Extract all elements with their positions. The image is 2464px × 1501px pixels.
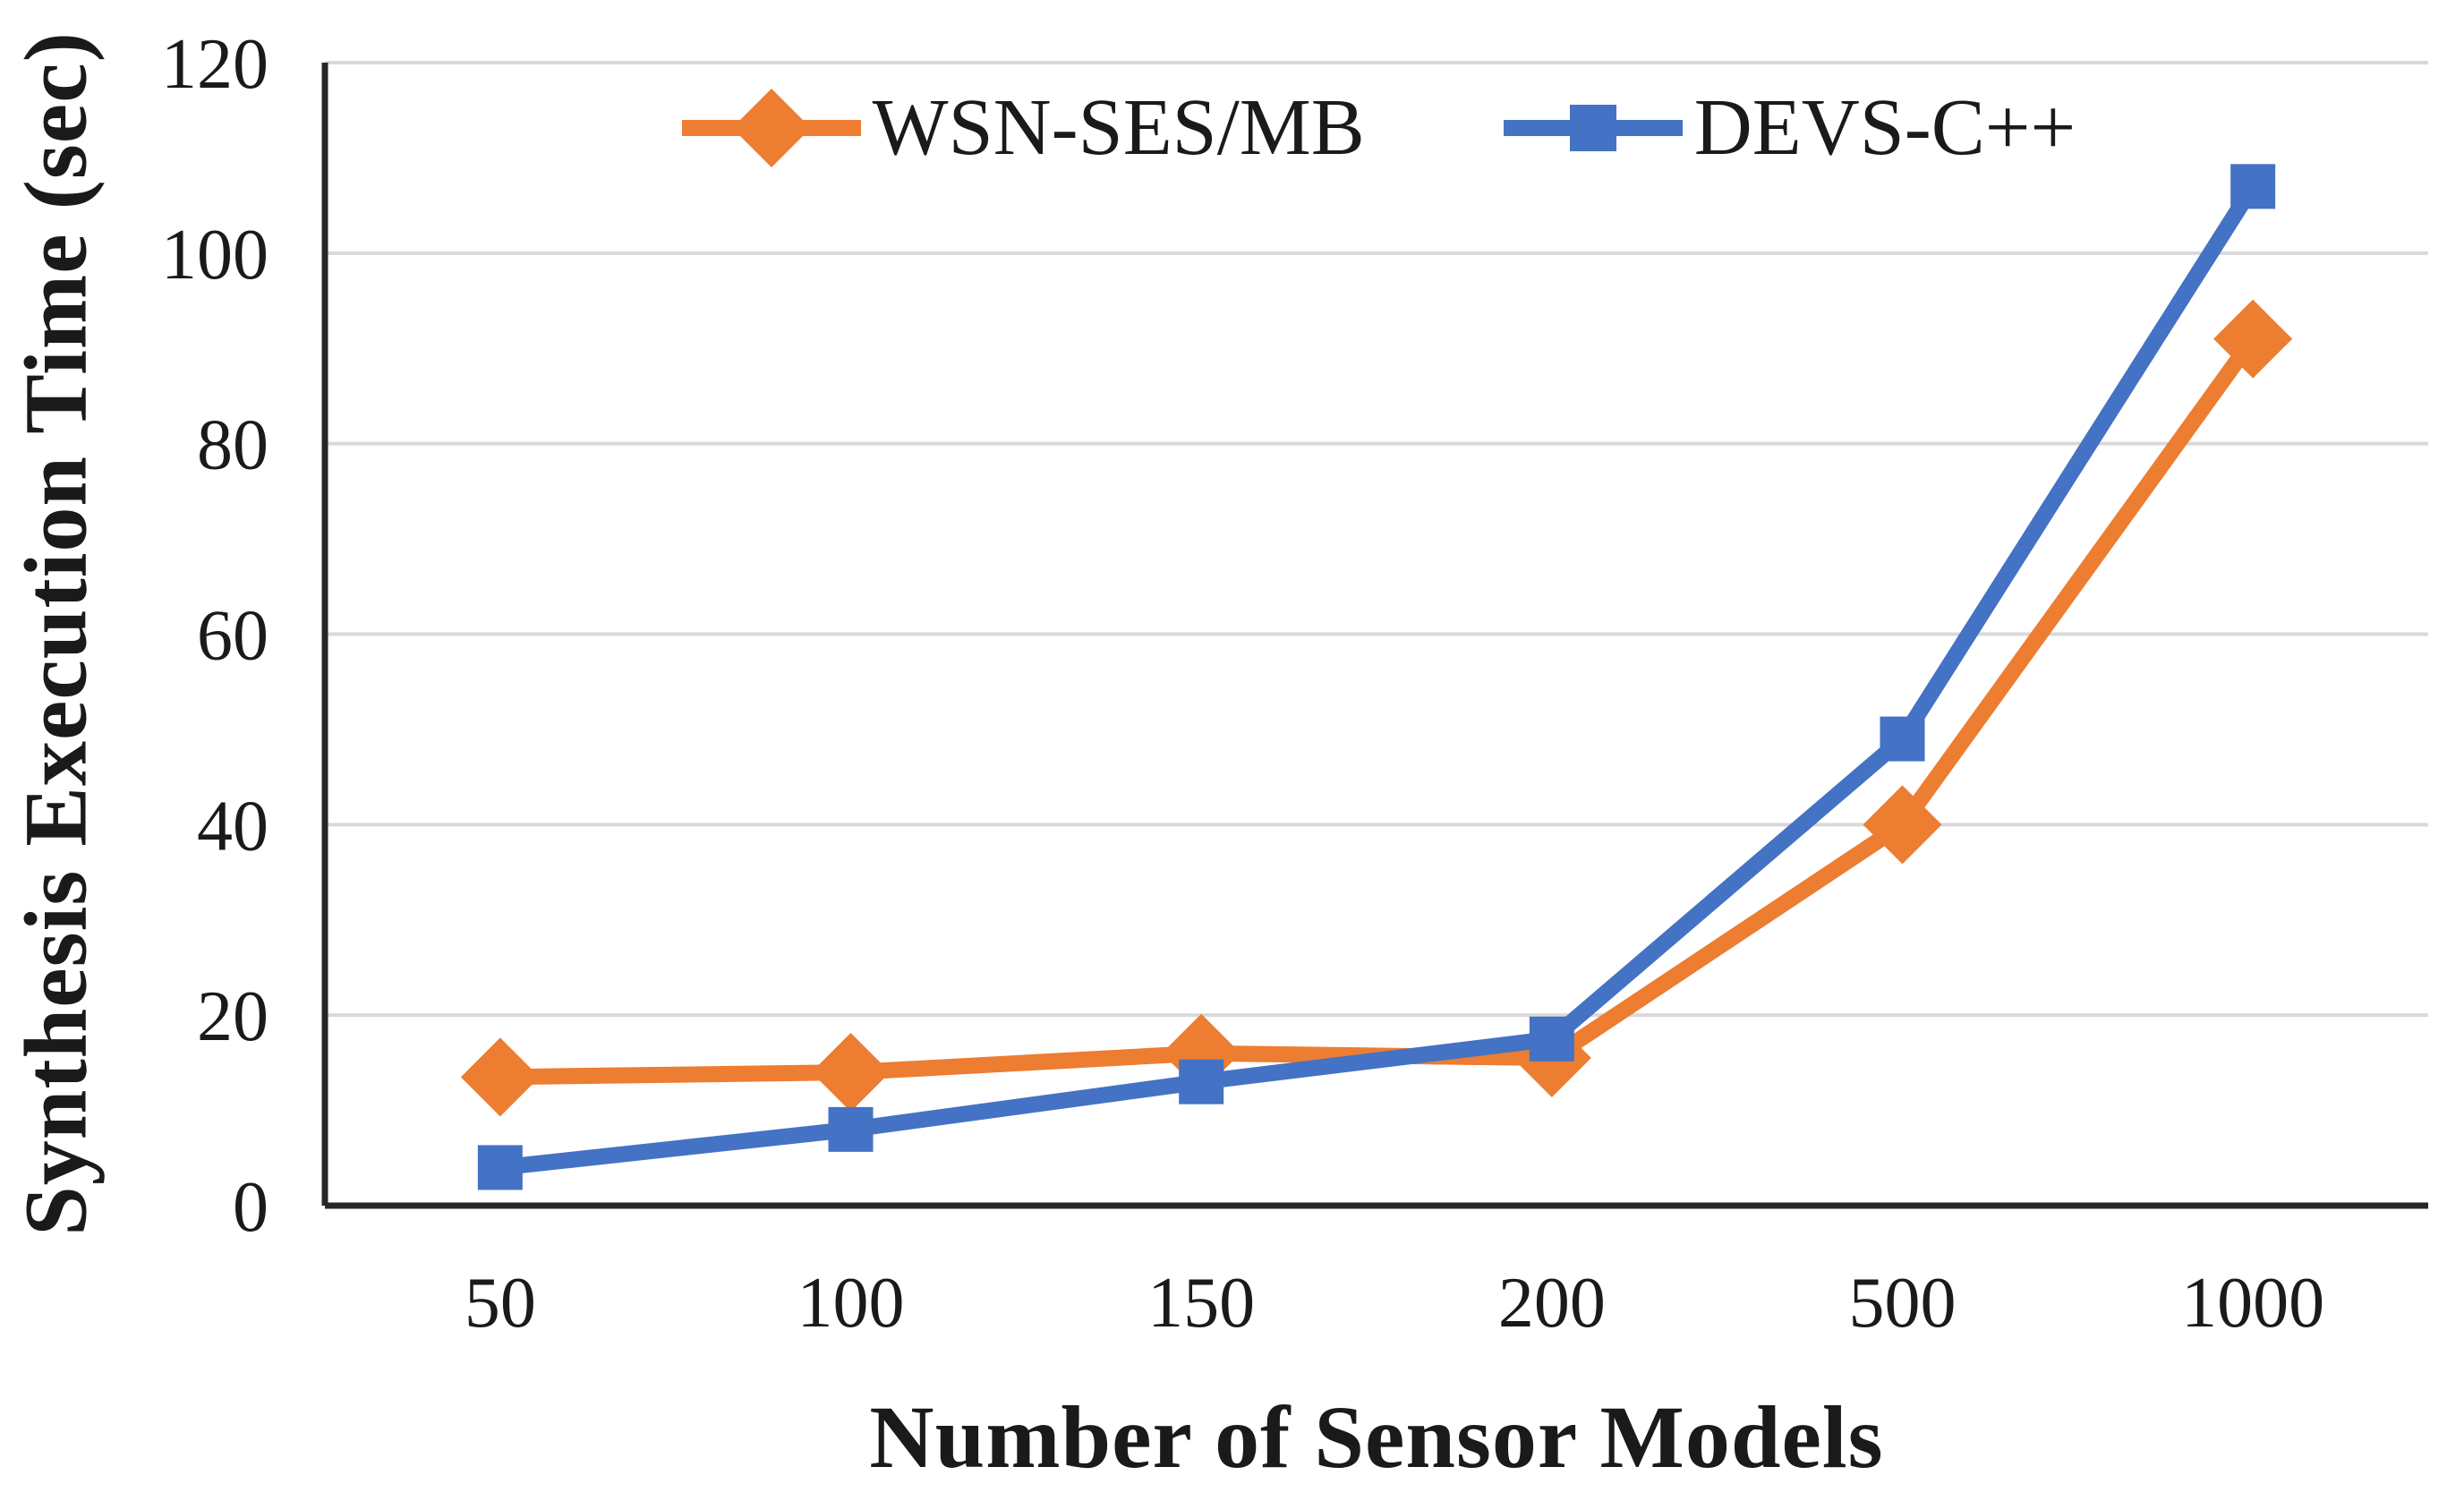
x-tick-label: 100 <box>797 1264 905 1343</box>
data-point-diamond <box>811 1033 891 1113</box>
series-line-DEVS-C++ <box>499 182 2260 1176</box>
x-tick-label: 200 <box>1498 1264 1606 1343</box>
y-tick-label: 100 <box>161 216 269 294</box>
y-tick-label: 80 <box>197 406 269 485</box>
x-axis-title: Number of Sensor Models <box>869 1387 1884 1487</box>
data-point-square <box>1179 1059 1224 1104</box>
data-point-diamond <box>460 1037 540 1117</box>
legend-item-DEVS-C++: DEVS-C++ <box>1499 83 2076 173</box>
square-marker-icon <box>1503 105 1683 151</box>
y-tick-label: 120 <box>161 25 269 104</box>
y-tick-label: 0 <box>233 1168 269 1247</box>
x-tick-label: 500 <box>1849 1264 1957 1343</box>
y-tick-label: 20 <box>197 977 269 1056</box>
series-line-WSN-SES/MB <box>499 334 2260 1086</box>
data-point-square <box>1529 1016 1574 1062</box>
legend-label: WSN-SES/MB <box>872 83 1365 172</box>
data-point-square <box>2230 164 2276 209</box>
x-tick-label: 1000 <box>2181 1264 2324 1343</box>
data-point-square <box>1880 716 1925 762</box>
data-point-square <box>828 1106 874 1152</box>
x-tick-label: 50 <box>465 1264 536 1343</box>
data-point-diamond <box>1863 785 1942 865</box>
legend: WSN-SES/MB DEVS-C++ <box>325 79 2428 177</box>
data-point-diamond <box>2213 299 2293 379</box>
y-tick-label: 40 <box>197 787 269 866</box>
y-axis-title: Synthesis Execution Time (sec) <box>5 31 106 1236</box>
y-tick-label: 60 <box>197 597 269 676</box>
diamond-marker-icon <box>681 89 861 167</box>
x-tick-label: 150 <box>1147 1264 1255 1343</box>
legend-item-WSN-SES/MB: WSN-SES/MB <box>678 83 1365 173</box>
legend-label: DEVS-C++ <box>1693 83 2076 172</box>
data-point-square <box>477 1145 523 1190</box>
